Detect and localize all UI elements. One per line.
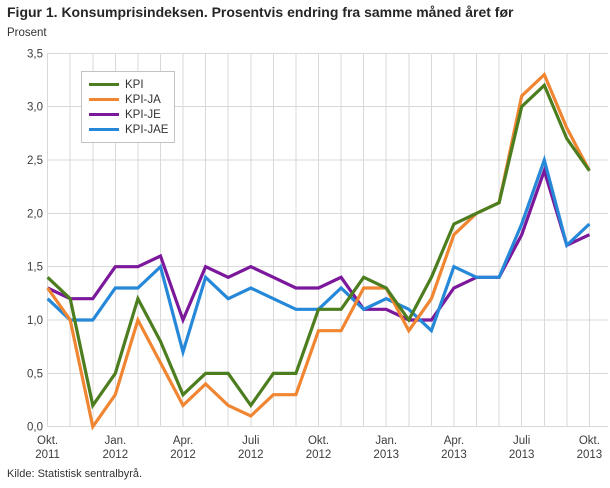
svg-text:2012: 2012 <box>170 449 196 461</box>
legend-item-label: KPI-JAE <box>125 123 169 136</box>
svg-text:0,0: 0,0 <box>27 422 43 434</box>
kpi-jae-line-swatch <box>89 128 119 131</box>
figure-title: Figur 1. Konsumprisindeksen. Prosentvis … <box>7 4 514 20</box>
svg-text:Juli: Juli <box>513 435 530 447</box>
svg-text:3,5: 3,5 <box>27 48 43 60</box>
legend-item-label: KPI <box>125 78 144 91</box>
svg-text:0,5: 0,5 <box>27 368 43 380</box>
svg-text:1,0: 1,0 <box>27 315 43 327</box>
svg-text:Okt.: Okt. <box>37 435 58 447</box>
svg-text:2013: 2013 <box>373 449 399 461</box>
svg-text:2013: 2013 <box>577 449 603 461</box>
svg-text:Jan.: Jan. <box>104 435 126 447</box>
source-note: Kilde: Statistisk sentralbyrå. <box>7 468 143 480</box>
legend-item-kpi-ja: KPI-JA <box>89 92 174 107</box>
svg-text:3,0: 3,0 <box>27 102 43 114</box>
svg-text:2012: 2012 <box>103 449 129 461</box>
svg-text:1,5: 1,5 <box>27 262 43 274</box>
svg-text:Okt.: Okt. <box>308 435 329 447</box>
svg-text:2011: 2011 <box>35 449 60 461</box>
legend-item-kpi: KPI <box>89 77 174 92</box>
y-axis-unit-label: Prosent <box>7 27 47 39</box>
svg-text:2012: 2012 <box>238 449 264 461</box>
legend-item-kpi-je: KPI-JE <box>89 107 174 122</box>
svg-text:Apr.: Apr. <box>173 435 193 447</box>
legend-item-label: KPI-JA <box>125 93 161 106</box>
kpi-ja-line-swatch <box>89 98 119 101</box>
kpi-line-swatch <box>89 83 119 86</box>
kpi-je-line-swatch <box>89 113 119 116</box>
chart-legend: KPI KPI-JA KPI-JE KPI-JAE <box>81 71 175 143</box>
svg-text:2,5: 2,5 <box>27 155 43 167</box>
svg-text:2012: 2012 <box>306 449 332 461</box>
svg-text:Juli: Juli <box>242 435 259 447</box>
svg-text:Apr.: Apr. <box>444 435 464 447</box>
svg-text:2013: 2013 <box>441 449 467 461</box>
svg-text:2013: 2013 <box>509 449 535 461</box>
legend-item-label: KPI-JE <box>125 108 161 121</box>
svg-text:Okt.: Okt. <box>579 435 600 447</box>
svg-text:Jan.: Jan. <box>375 435 397 447</box>
svg-text:2,0: 2,0 <box>27 208 43 220</box>
legend-item-kpi-jae: KPI-JAE <box>89 122 174 137</box>
